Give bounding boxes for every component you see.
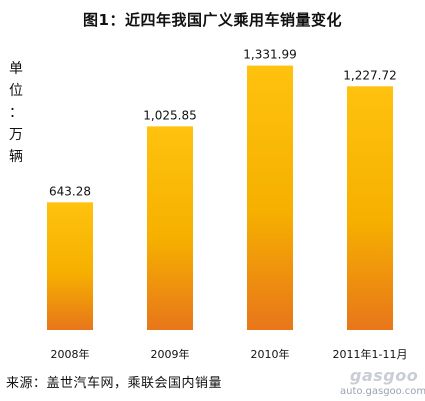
bar-0 xyxy=(47,202,93,330)
value-label-2: 1,331.99 xyxy=(243,48,296,62)
watermark-url: auto.gasgoo.com xyxy=(340,386,425,397)
value-label-0: 643.28 xyxy=(49,184,91,198)
category-label-0: 2008年 xyxy=(51,347,90,361)
value-label-1: 1,025.85 xyxy=(143,108,196,122)
category-label-3: 2011年1-11月 xyxy=(333,347,408,361)
category-label-2: 2010年 xyxy=(251,347,290,361)
y-axis-label: 单 位 ： 万 辆 xyxy=(9,61,23,165)
chart-title: 图1：近四年我国广义乘用车销量变化 xyxy=(83,11,342,29)
value-label-3: 1,227.72 xyxy=(343,68,396,82)
bar-1 xyxy=(147,126,193,330)
bar-2 xyxy=(247,65,293,331)
category-label-1: 2009年 xyxy=(151,347,190,361)
watermark-logo: gasgoo xyxy=(350,366,419,385)
source-note: 来源：盖世汽车网，乘联会国内销量 xyxy=(6,376,223,391)
bar-3 xyxy=(347,86,393,330)
